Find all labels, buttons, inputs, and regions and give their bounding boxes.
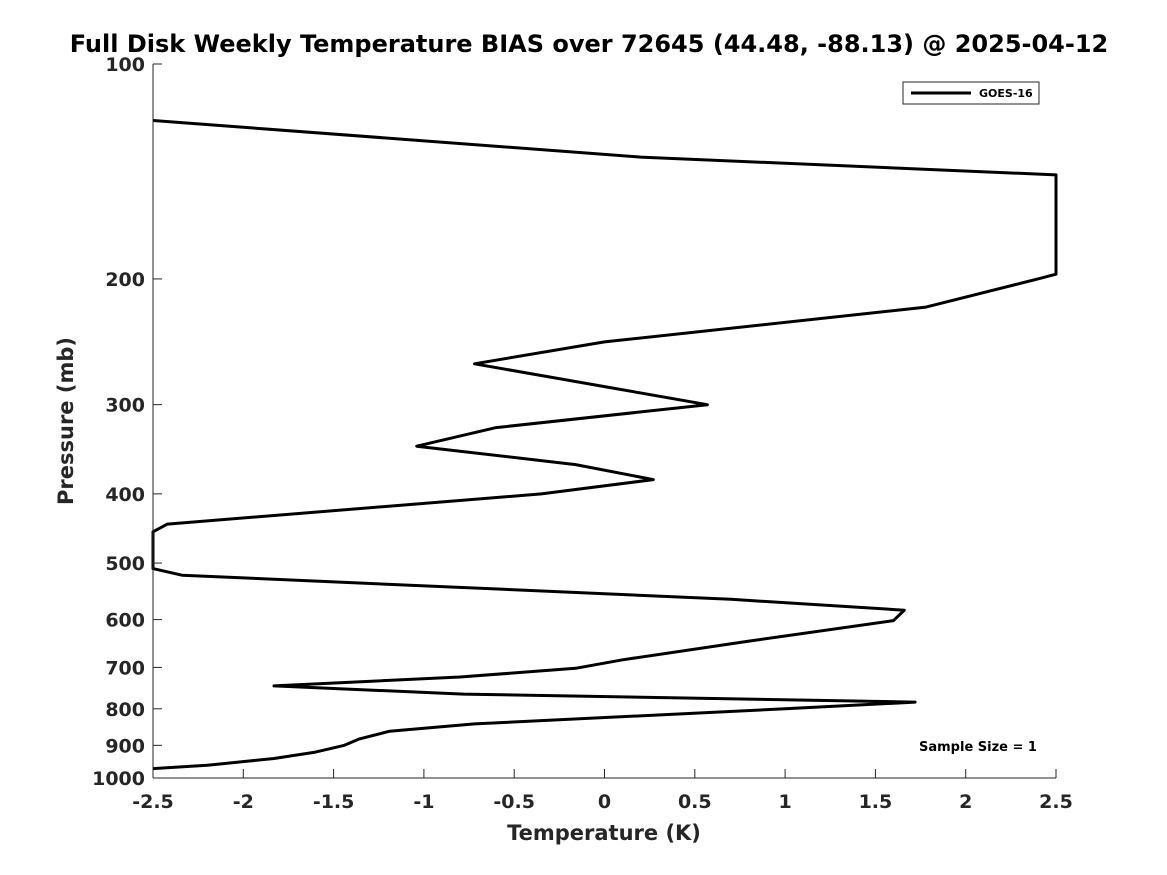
- y-tick-label: 600: [105, 610, 145, 632]
- y-tick-label: 900: [105, 735, 145, 757]
- chart-title: Full Disk Weekly Temperature BIAS over 7…: [70, 30, 1109, 58]
- y-tick-label: 200: [105, 269, 145, 291]
- x-axis-label: Temperature (K): [507, 821, 701, 845]
- plot-area: [151, 64, 1058, 778]
- x-tick-label: 1: [778, 791, 791, 813]
- y-tick-label: 100: [105, 54, 145, 76]
- x-tick-label: -2: [233, 791, 254, 813]
- x-tick-label: 1.5: [859, 791, 893, 813]
- sample-size-annotation: Sample Size = 1: [919, 740, 1037, 755]
- axes-background: [153, 64, 1056, 778]
- legend: GOES-16: [902, 81, 1040, 105]
- x-ticks: -2.5 -2 -1.5 -1 -0.5 0 0.5 1 1.5 2 2.5: [132, 769, 1073, 813]
- y-tick-label: 1000: [92, 768, 145, 790]
- x-tick-label: 2.5: [1039, 791, 1073, 813]
- x-tick-label: 0.5: [678, 791, 712, 813]
- y-ticks: 100 200 300 400 500 600 700 800 900 1000: [92, 54, 162, 790]
- x-tick-label: -2.5: [132, 791, 174, 813]
- y-tick-label: 700: [105, 657, 145, 679]
- x-tick-label: -1.5: [313, 791, 355, 813]
- y-axis-label: Pressure (mb): [54, 337, 78, 505]
- y-tick-label: 800: [105, 699, 145, 721]
- legend-label-goes-16: GOES-16: [979, 87, 1033, 100]
- x-tick-label: -0.5: [493, 791, 535, 813]
- y-tick-label: 300: [105, 395, 145, 417]
- x-tick-label: 2: [959, 791, 972, 813]
- x-tick-label: -1: [413, 791, 434, 813]
- series-line-goes-16: [151, 119, 1058, 771]
- x-tick-label: 0: [598, 791, 611, 813]
- y-tick-label: 500: [105, 553, 145, 575]
- y-tick-label: 400: [105, 484, 145, 506]
